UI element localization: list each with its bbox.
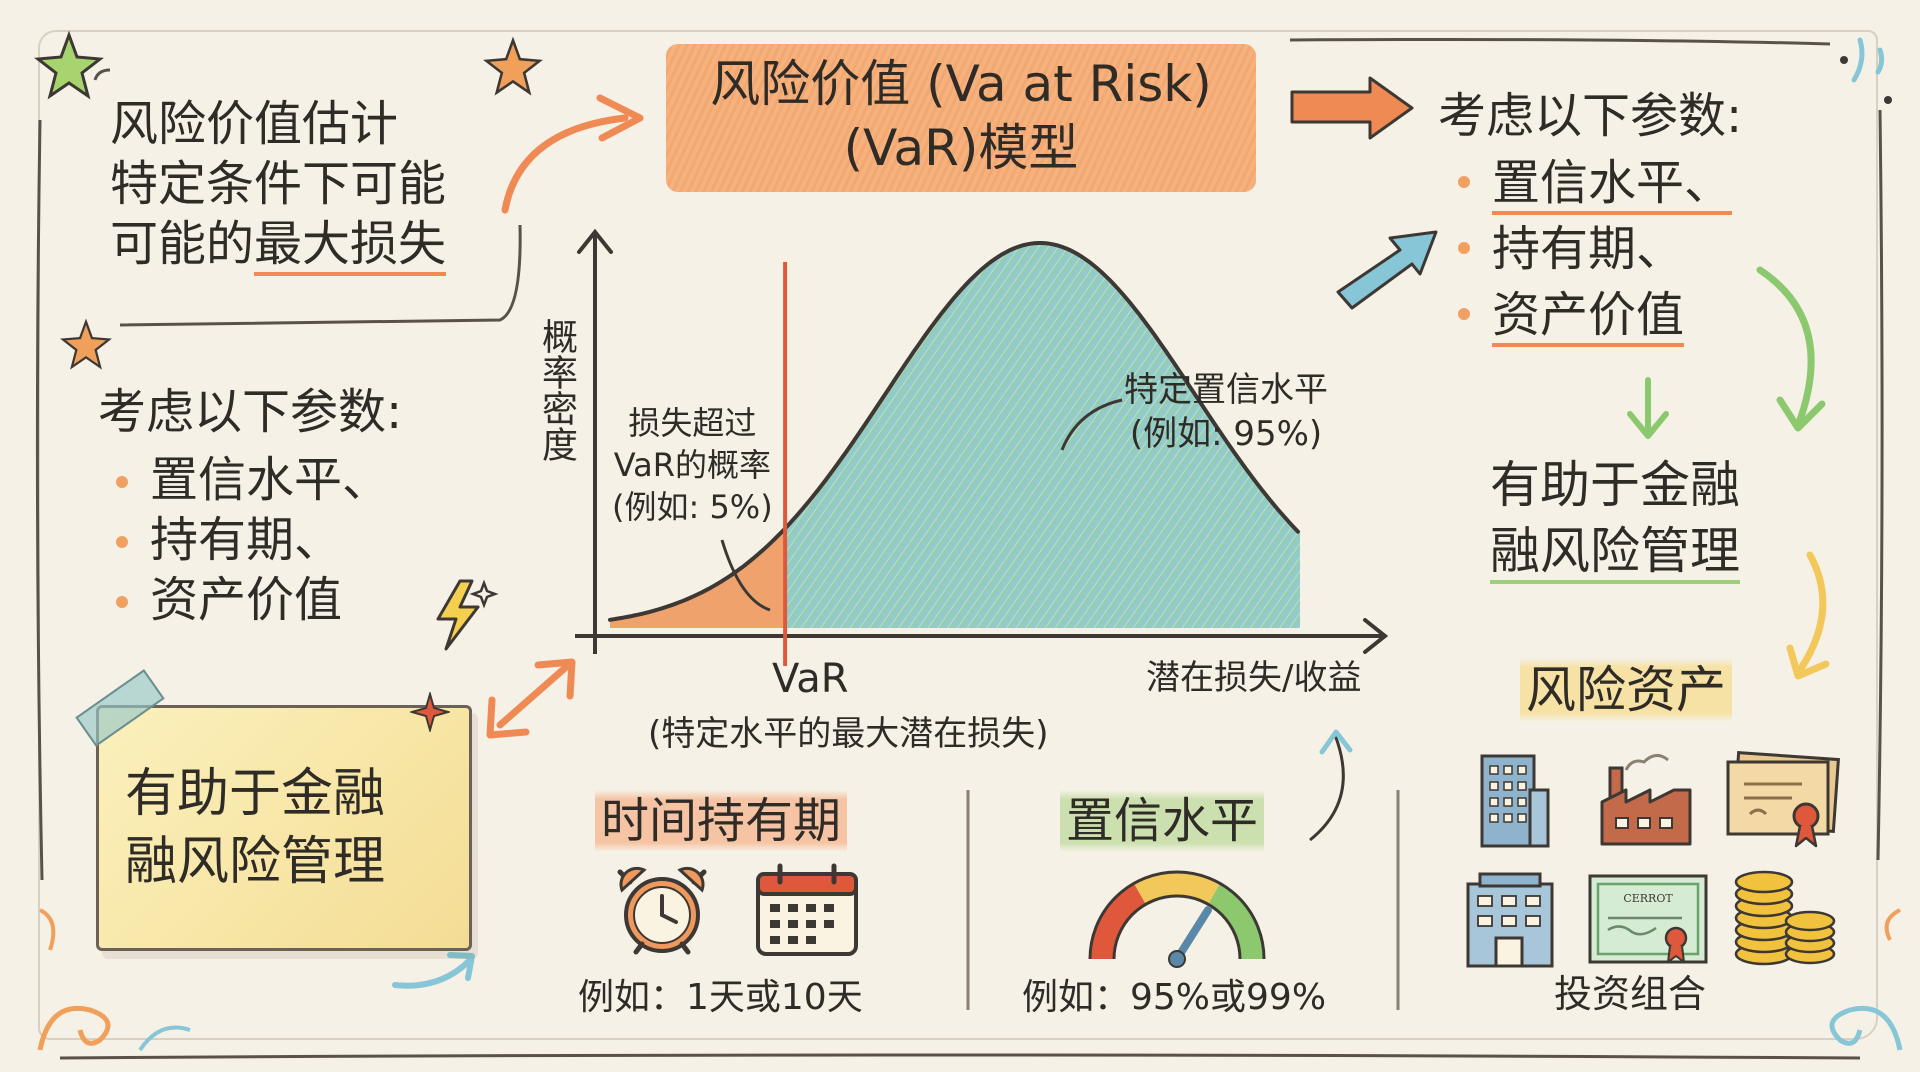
stock-certificate-icon: CERROT <box>1588 874 1708 964</box>
definition-line3-prefix: 可能的 <box>110 216 255 272</box>
confidence-annotation-line2: (例如: 95%) <box>1129 414 1323 454</box>
arrow-icon <box>392 957 473 989</box>
lightning-icon <box>436 579 499 651</box>
list-item-label: 资产价值 <box>1492 287 1685 347</box>
list-item: 持有期、 <box>110 510 390 570</box>
var-caption: (特定水平的最大潜在损失) <box>648 714 1049 754</box>
arrow-icon <box>1776 396 1826 432</box>
arrow-icon <box>1786 644 1830 680</box>
note-line1: 有助于金融 <box>125 764 386 824</box>
sticky-note <box>96 705 472 951</box>
list-item: 置信水平、 <box>1452 150 1733 216</box>
definition-line3: 可能的最大损失 <box>110 214 447 276</box>
gauge-icon <box>1088 870 1266 968</box>
note-line2: 融风险管理 <box>125 832 386 892</box>
star-icon <box>34 30 104 100</box>
definition-text: 风险价值估计 特定条件下可能 可能的最大损失 <box>110 94 447 276</box>
left-tail-area <box>610 528 786 628</box>
list-item-label: 置信水平、 <box>1492 155 1733 215</box>
distribution-curve <box>608 241 1300 622</box>
page-title: 风险价值 (Va at Risk) (VaR)模型 <box>666 52 1256 180</box>
definition-emphasis: 最大损失 <box>254 216 447 276</box>
right-helps-line2: 融风险管理 <box>1490 518 1740 584</box>
swirl-decoration <box>37 908 191 1052</box>
holding-period-title: 时间持有期 <box>595 790 848 852</box>
arrow-icon <box>501 114 629 214</box>
y-axis-label: 概率密度 <box>536 318 577 462</box>
arrow-icon <box>1336 230 1438 310</box>
right-params-list: 置信水平、 持有期、 资产价值 <box>1452 150 1733 348</box>
arrow-icon <box>1796 551 1827 674</box>
var-label: VaR <box>772 656 849 702</box>
bank-building-icon <box>1466 872 1554 968</box>
arrow-icon <box>1290 76 1414 140</box>
right-params-heading: 考虑以下参数: <box>1438 88 1743 144</box>
list-item: 资产价值 <box>1452 282 1732 348</box>
tail-annotation-line2: VaR的概率 <box>613 446 771 484</box>
list-item-label: 持有期、 <box>1492 221 1685 277</box>
right-helps-line2-text: 融风险管理 <box>1490 522 1740 584</box>
confidence-annotation-leader <box>1060 398 1123 451</box>
portfolio-caption: 投资组合 <box>1554 972 1707 1016</box>
confidence-level-title: 置信水平 <box>1060 790 1265 852</box>
arrow-icon <box>1309 734 1345 842</box>
arrow-icon <box>596 94 644 142</box>
certificate-icon <box>1726 750 1840 848</box>
factory-icon <box>1600 754 1692 846</box>
x-axis-arrowhead <box>1363 618 1389 654</box>
confidence-annotation: 特定置信水平 (例如: 95%) <box>1124 368 1328 456</box>
arrow-icon <box>447 952 475 981</box>
sparkle-icon <box>410 692 450 732</box>
definition-line1: 风险价值估计 <box>110 96 399 152</box>
list-item: 置信水平、 <box>110 450 390 510</box>
star-icon <box>60 318 112 370</box>
swirl-decoration <box>1829 908 1903 1051</box>
list-item: 持有期、 <box>1452 216 1732 282</box>
confidence-area <box>785 243 1300 628</box>
arrow-icon <box>1319 729 1353 755</box>
office-building-icon <box>1480 754 1550 848</box>
risk-assets-title: 风险资产 <box>1520 658 1732 722</box>
page-title-line2: (VaR)模型 <box>843 119 1079 177</box>
alarm-clock-icon <box>617 866 707 955</box>
left-params-list: 置信水平、 持有期、 资产价值 <box>110 450 390 630</box>
arrow-icon <box>486 696 530 739</box>
tail-annotation-leader <box>720 539 771 612</box>
title-highlight <box>666 44 1256 192</box>
coin-stack-icon <box>1734 870 1836 966</box>
arrow-icon <box>1627 411 1669 439</box>
note-text: 有助于金融 融风险管理 <box>125 760 385 896</box>
arrow-icon <box>534 658 576 700</box>
star-icon <box>483 36 543 96</box>
definition-line2: 特定条件下可能 <box>110 156 447 212</box>
right-helps-line1: 有助于金融 <box>1490 456 1740 514</box>
y-axis-arrowhead <box>577 228 613 254</box>
holding-period-example: 例如：1天或10天 <box>578 977 863 1018</box>
certificate-text: CERROT <box>1623 892 1673 905</box>
sparkle-icon <box>1840 37 1892 104</box>
arrow-icon <box>1756 266 1815 424</box>
left-params-heading: 考虑以下参数: <box>98 384 403 440</box>
calendar-icon <box>756 863 858 956</box>
right-helps-text: 有助于金融 融风险管理 <box>1490 452 1740 584</box>
tail-annotation-line1: 损失超过 <box>628 404 757 442</box>
x-axis-label: 潜在损失/收益 <box>1146 658 1362 698</box>
confidence-level-example: 例如：95%或99% <box>1022 977 1327 1018</box>
confidence-annotation-line1: 特定置信水平 <box>1124 370 1328 410</box>
list-item: 资产价值 <box>110 570 390 630</box>
page-title-line1: 风险价值 (Va at Risk) <box>710 55 1212 113</box>
tail-annotation: 损失超过 VaR的概率 (例如: 5%) <box>612 402 773 528</box>
arrow-icon <box>496 664 569 729</box>
tail-annotation-line3: (例如: 5%) <box>612 488 773 526</box>
